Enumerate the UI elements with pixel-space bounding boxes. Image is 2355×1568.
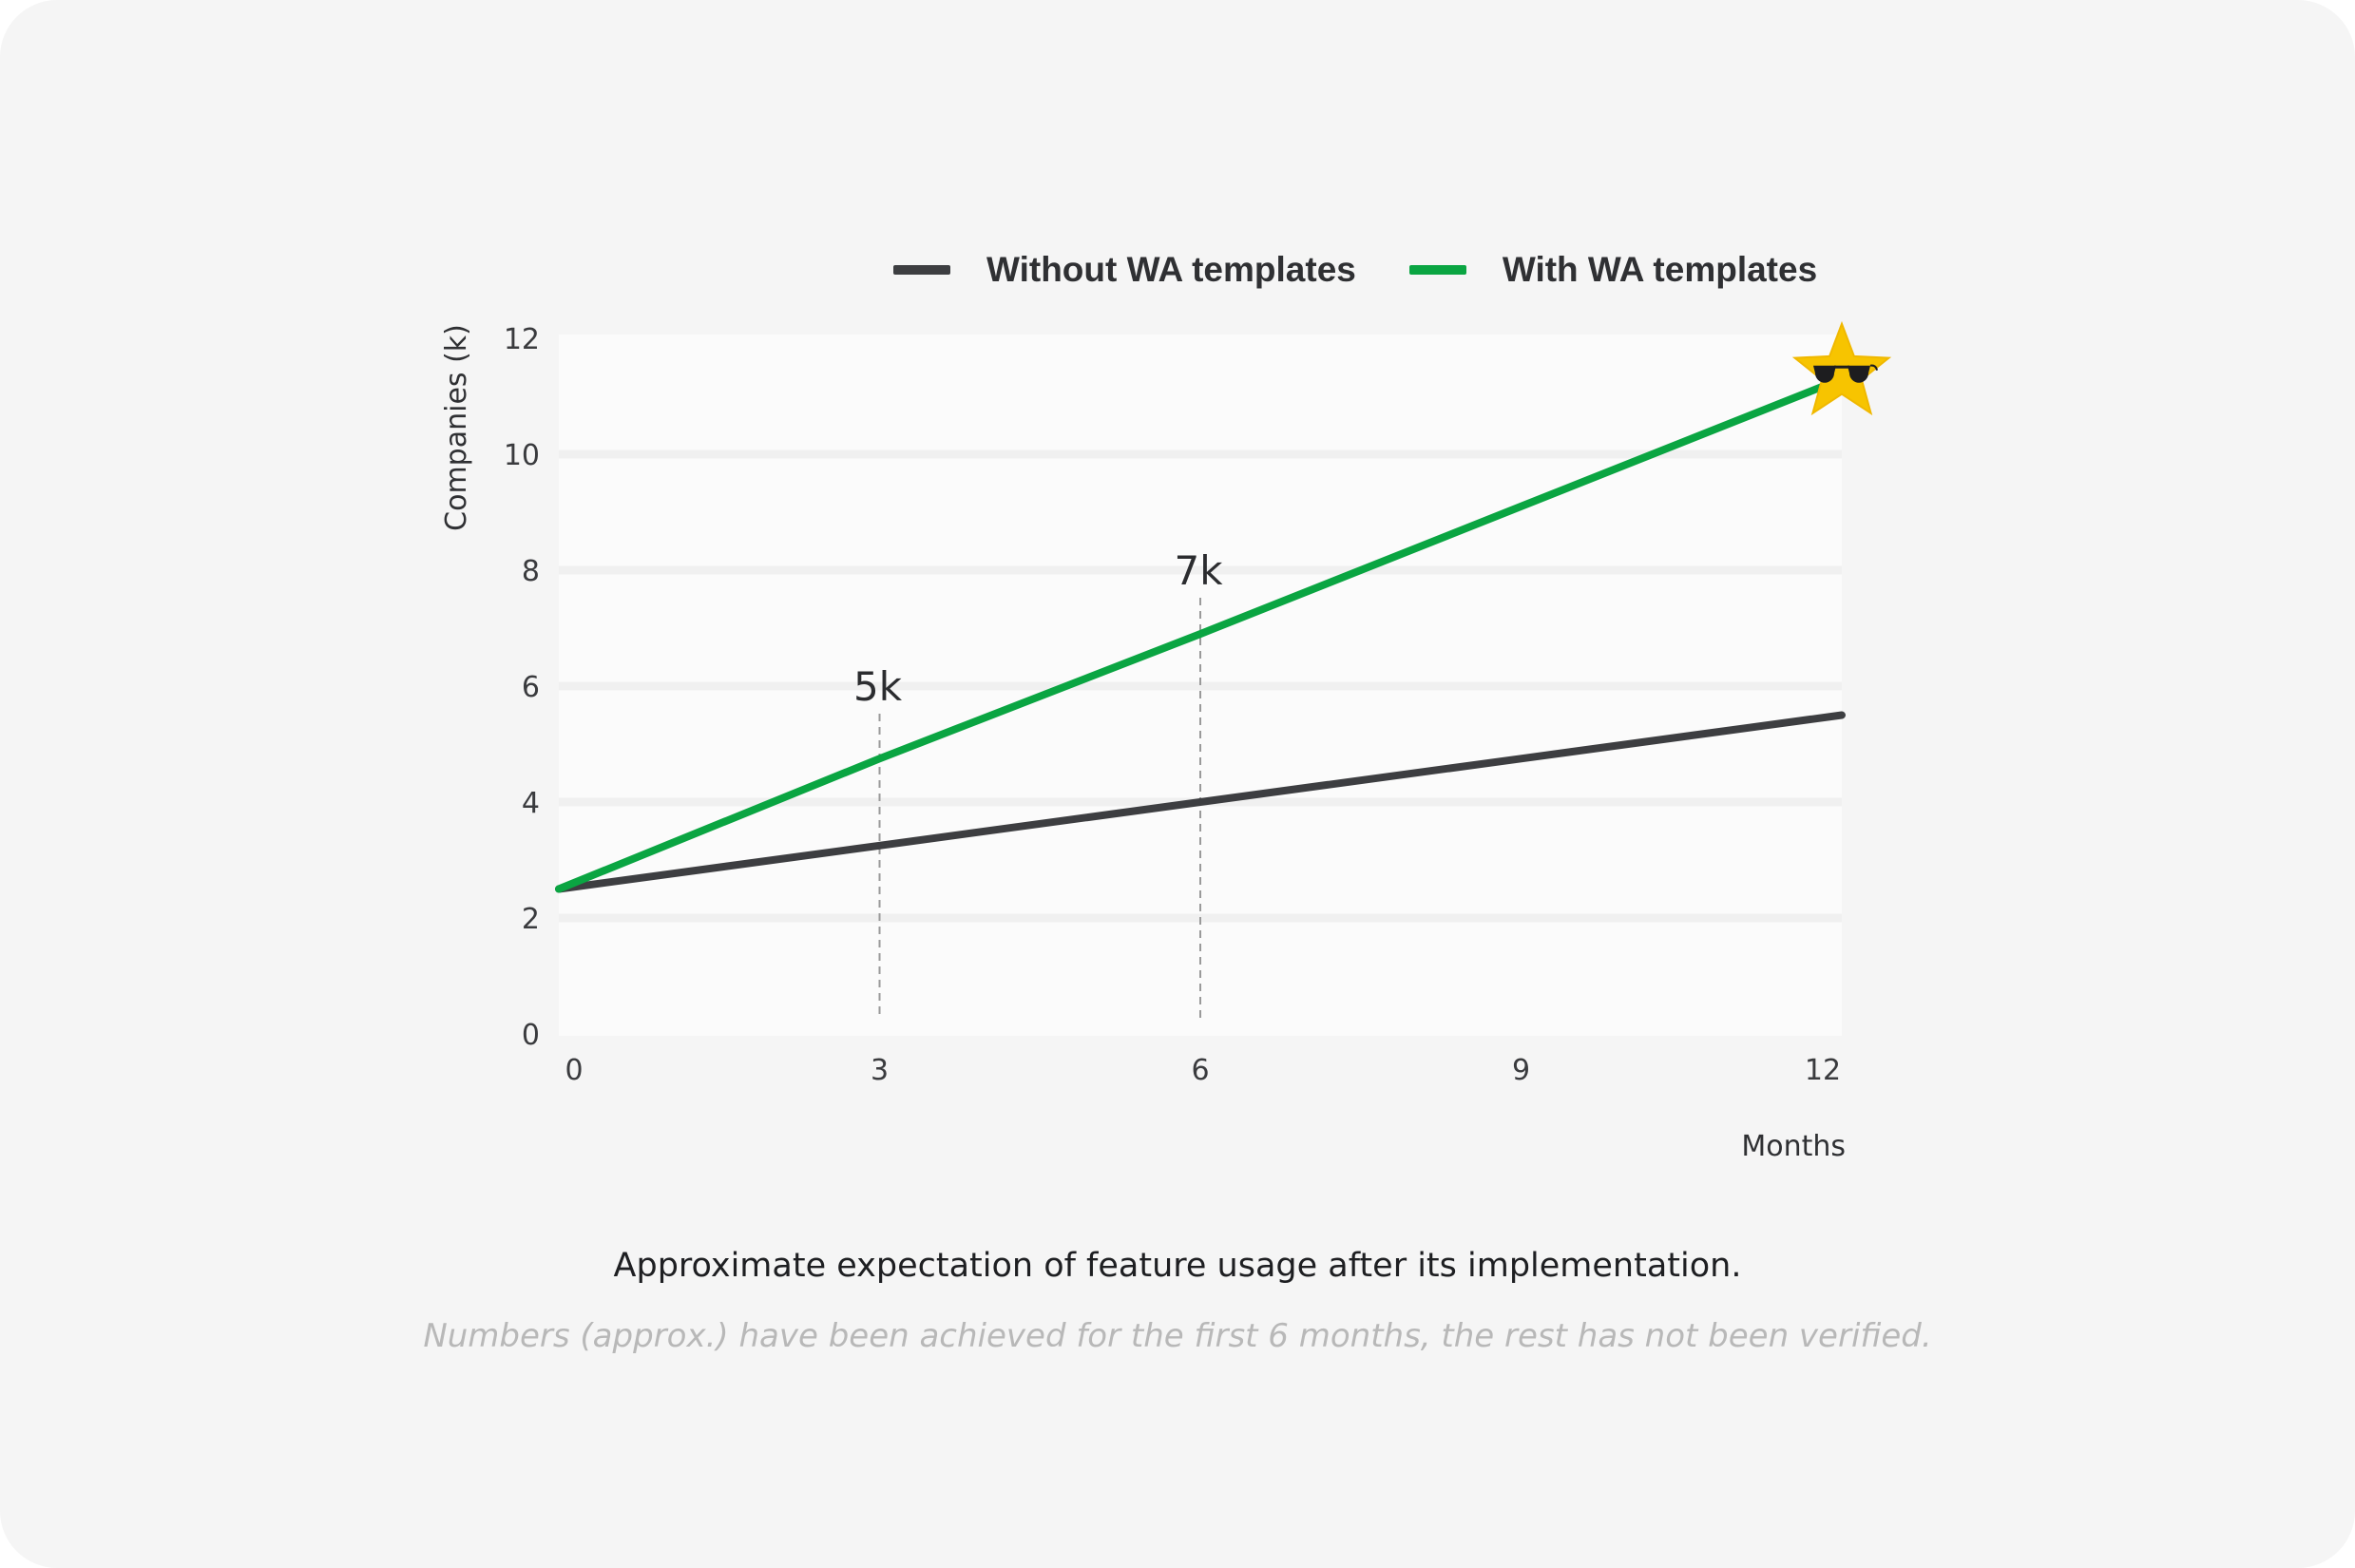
annotation-label: 5k xyxy=(853,663,903,710)
legend-item-with: With WA templates xyxy=(1408,250,1818,290)
legend-label-without: Without WA templates xyxy=(986,250,1356,289)
y-axis-title: Companies (k) xyxy=(440,324,473,531)
legend: Without WA templates With WA templates xyxy=(893,245,1870,295)
y-tick-label: 0 xyxy=(522,1019,540,1052)
x-tick-label: 9 xyxy=(1512,1054,1530,1087)
legend-swatch-without xyxy=(893,265,950,275)
series-line-without xyxy=(555,711,1846,893)
y-tick-label: 12 xyxy=(504,323,540,356)
series-lines xyxy=(555,374,1846,893)
y-tick-label: 8 xyxy=(522,555,540,588)
x-tick-label: 12 xyxy=(1805,1054,1841,1087)
y-tick-label: 2 xyxy=(522,903,540,936)
y-tick-label: 4 xyxy=(522,787,540,820)
x-tick-label: 6 xyxy=(1191,1054,1209,1087)
series-line-with xyxy=(555,374,1846,893)
annotation-label: 7k xyxy=(1174,547,1223,594)
star-sunglasses-icon xyxy=(1791,320,1892,416)
x-tick-label: 3 xyxy=(871,1054,889,1087)
y-tick-labels: 0 2 4 6 8 10 12 xyxy=(504,323,540,1052)
y-tick-label: 10 xyxy=(504,439,540,472)
x-axis-title: Months xyxy=(1741,1130,1846,1163)
x-tick-label: 0 xyxy=(565,1054,583,1087)
annotations: 5k 7k xyxy=(853,547,1223,710)
x-tick-labels: 0 3 6 9 12 xyxy=(565,1054,1841,1087)
chart-note: Numbers (approx.) have been achieved for… xyxy=(423,1317,1932,1355)
legend-item-without: Without WA templates xyxy=(893,250,1356,290)
legend-swatch-with xyxy=(1408,265,1466,275)
guide-lines xyxy=(878,598,1201,1019)
legend-label-with: With WA templates xyxy=(1502,250,1818,289)
chart-caption: Approximate expectation of feature usage… xyxy=(613,1247,1742,1285)
y-tick-label: 6 xyxy=(522,671,540,704)
